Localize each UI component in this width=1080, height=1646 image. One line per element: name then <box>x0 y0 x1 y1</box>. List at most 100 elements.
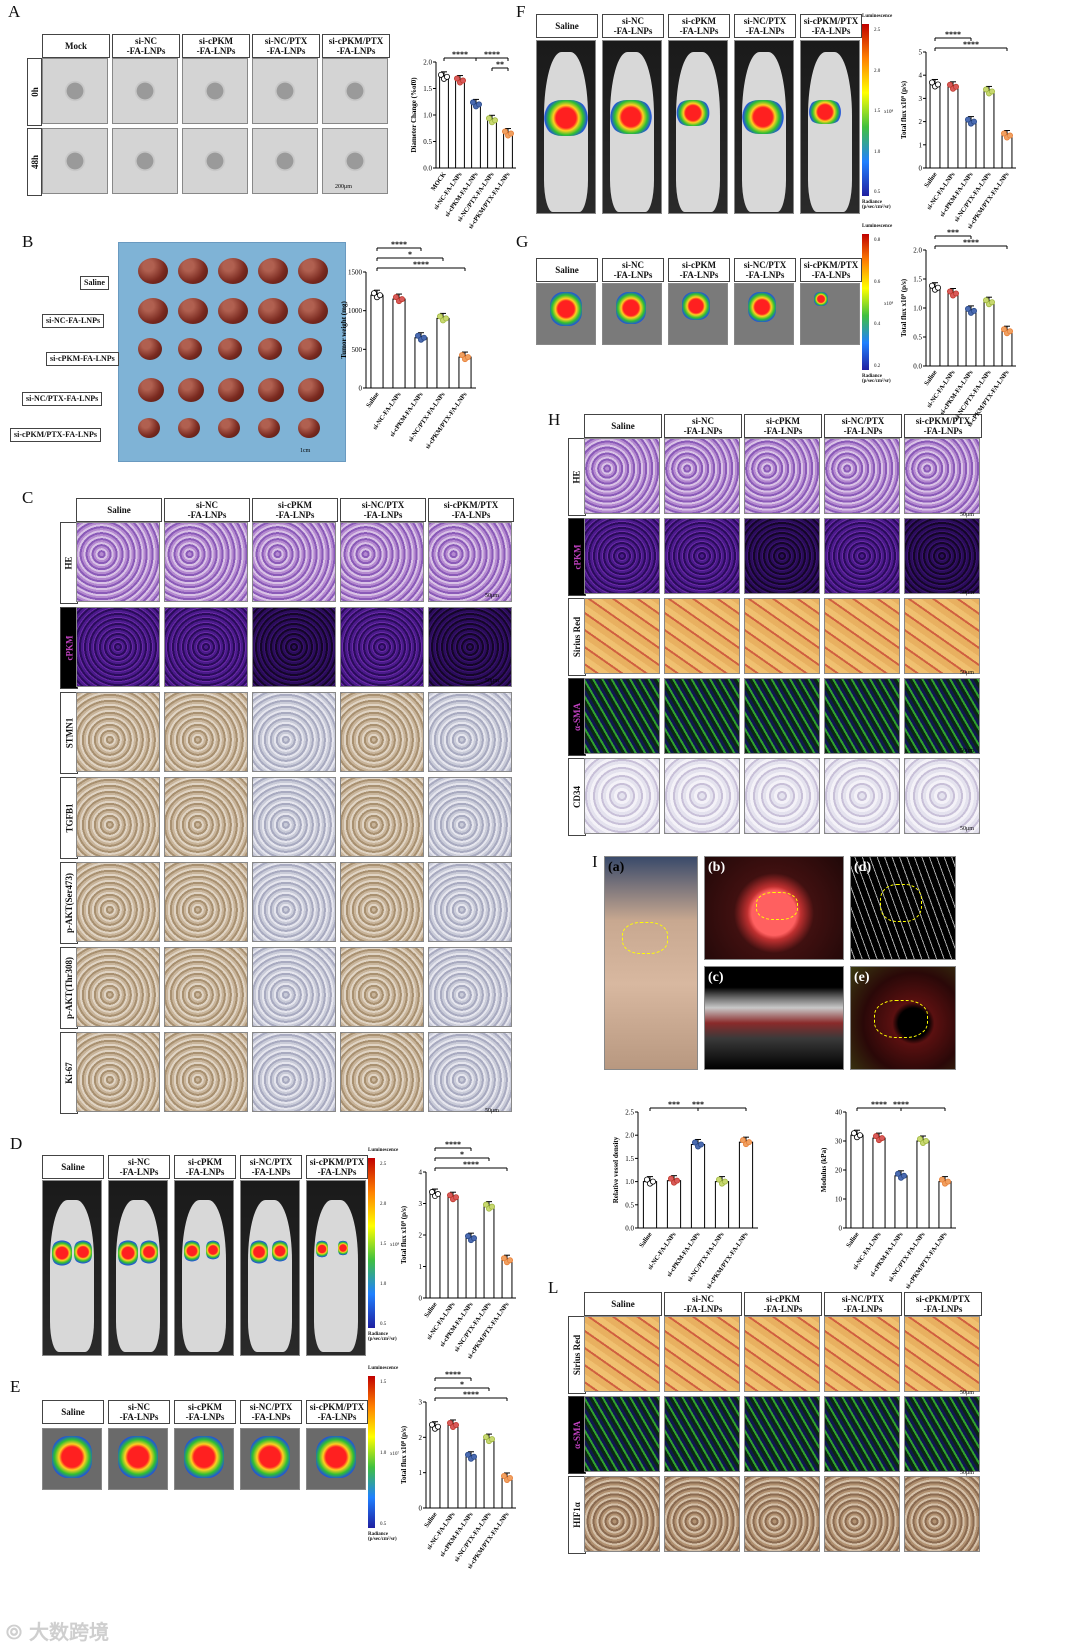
panel-e-colorbar-title: Luminescence <box>368 1366 399 1371</box>
panel-g-signal-0 <box>550 292 582 326</box>
panel-e-colorbar-gradient <box>368 1376 375 1528</box>
panel-d-signal-left-2 <box>184 1240 200 1262</box>
chart-J-sig-label-0: *** <box>692 1100 704 1109</box>
panel-c-image-r0c1 <box>164 522 248 602</box>
panel-b-tumor-r0c2 <box>218 258 248 284</box>
chart-B-ytick-label-3: 1500 <box>348 269 363 277</box>
chart-G-sig-label-0: **** <box>963 238 979 247</box>
panel-g-column-header-0: Saline <box>536 258 598 282</box>
chart-J-ytick-label-3: 1.5 <box>625 1155 634 1163</box>
panel-c-row-label-5: p-AKT(Thr308) <box>64 956 75 1020</box>
panel-f-column-header-3: si-NC/PTX -FA-LNPs <box>734 14 796 38</box>
panel-label-L: L <box>548 1278 559 1297</box>
panel-h-image-r0c1 <box>664 438 740 514</box>
panel-g-colorbar-gradient <box>862 234 869 370</box>
chart-E-sig-label-0: **** <box>463 1390 479 1399</box>
chart-A-sig-label-2: ** <box>496 60 504 69</box>
panel-h-image-r2c3 <box>824 598 900 674</box>
panel-h-image-r4c3 <box>824 758 900 834</box>
panel-b-row-label-3: si-NC/PTX-FA-LNPs <box>22 392 103 406</box>
panel-h-row-label-4: CD34 <box>572 786 582 808</box>
panel-c-image-r1c0 <box>76 607 160 687</box>
chart-B-ylabel: Tumor weight (mg) <box>340 301 348 359</box>
chart-D-ytick-label-0: 0 <box>419 1295 423 1303</box>
panel-c-image-r3c0 <box>76 777 160 857</box>
panel-b-tumor-r1c0 <box>138 298 168 324</box>
chart-G-xtick-label-0: Saline <box>923 369 939 387</box>
chart-J-bar-4 <box>738 1141 754 1229</box>
chart-D-point-3-0 <box>483 1201 490 1208</box>
panel-b-tumor-r0c3 <box>258 258 288 284</box>
panel-label-B: B <box>22 232 34 251</box>
panel-b-tumor-r3c0 <box>138 378 164 402</box>
panel-h-column-header-1: si-NC -FA-LNPs <box>664 414 742 438</box>
panel-d-signal-right-0 <box>74 1240 92 1264</box>
chart-D-point-1-2 <box>453 1194 460 1201</box>
chart-A-point-2-0 <box>470 99 477 106</box>
panel-l-row-label-1: α-SMA <box>572 1420 582 1450</box>
panel-b-scale-bar: 1cm <box>300 448 311 454</box>
chart-E-xtick-label-0: Saline <box>423 1511 439 1529</box>
chart-J-ytick-label-2: 1.0 <box>625 1178 634 1186</box>
panel-c-image-r0c3 <box>340 522 424 602</box>
panel-l-column-header-4: si-cPKM/PTX -FA-LNPs <box>904 1292 982 1316</box>
chart-F-bar-0 <box>929 83 941 169</box>
panel-c-image-r2c0 <box>76 692 160 772</box>
panel-i-sublabel-2: (d) <box>854 860 872 875</box>
chart-B-sig-label-1: * <box>408 250 412 259</box>
panel-f-colorbar-tick-0: 2.5 <box>874 28 881 33</box>
panel-i-sublabel-0: (a) <box>608 860 625 875</box>
panel-l-image-r1c4 <box>904 1396 980 1472</box>
chart-A-point-0-0 <box>437 71 444 78</box>
chart-B-bar-2 <box>414 337 428 389</box>
chart-E-point-3-0 <box>483 1434 490 1441</box>
panel-h-image-r0c4 <box>904 438 980 514</box>
chart-K-point-1-0 <box>873 1133 880 1140</box>
chart-D-bar-1 <box>447 1196 459 1299</box>
panel-b-tumor-r1c4 <box>298 298 328 324</box>
chart-J-point-1-2 <box>674 1177 681 1184</box>
panel-h-image-r0c2 <box>744 438 820 514</box>
chart-B-point-1-2 <box>399 296 406 303</box>
panel-g-colorbar-unit: Radiance (p/sec/cm²/sr) <box>862 374 891 384</box>
panel-h-column-header-2: si-cPKM -FA-LNPs <box>744 414 822 438</box>
panel-e-signal-4 <box>316 1436 356 1478</box>
panel-i-d-tumor-outline <box>880 884 922 922</box>
panel-c-column-header-2: si-cPKM -FA-LNPs <box>252 498 338 522</box>
panel-a-column-header-3: si-NC/PTX -FA-LNPs <box>252 34 320 58</box>
panel-i-sublabel-3: (c) <box>708 970 724 985</box>
chart-B-point-4-0 <box>459 352 466 359</box>
panel-f-column-header-2: si-cPKM -FA-LNPs <box>668 14 730 38</box>
panel-d-colorbar-multiplier: x10⁸ <box>390 1243 400 1248</box>
chart-G-point-2-0 <box>965 305 972 312</box>
panel-d-colorbar-title: Luminescence <box>368 1148 399 1153</box>
chart-A-ytick-label-4: 2.0 <box>423 59 432 67</box>
chart-K-xtick-label-0: Saline <box>845 1231 861 1249</box>
chart-A-ytick-label-3: 1.5 <box>423 85 432 93</box>
panel-b-row-label-0: Saline <box>80 276 109 290</box>
panel-b-tumor-r0c0 <box>138 258 168 284</box>
chart-A-bar-4 <box>503 133 513 169</box>
panel-c-image-r0c2 <box>252 522 336 602</box>
panel-f-column-header-4: si-cPKM/PTX -FA-LNPs <box>800 14 862 38</box>
panel-d-colorbar-gradient <box>368 1158 375 1328</box>
chart-J-point-3-0 <box>716 1176 723 1183</box>
chart-F-bar-3 <box>983 90 995 169</box>
panel-label-F: F <box>516 2 526 21</box>
panel-l-image-r0c3 <box>824 1316 900 1392</box>
panel-f-signal-3 <box>742 100 784 134</box>
chart-G-point-4-0 <box>1001 326 1008 333</box>
chart-E-ytick-label-1: 1 <box>419 1469 423 1477</box>
panel-a-column-header-0: Mock <box>42 34 110 58</box>
panel-d-colorbar-tick-3: 1.0 <box>380 1282 387 1287</box>
panel-d-colorbar-tick-1: 2.0 <box>380 1202 387 1207</box>
chart-D-point-2-0 <box>465 1233 472 1240</box>
panel-h-image-r1c0 <box>584 518 660 594</box>
panel-a-image-r1c4 <box>322 128 388 194</box>
chart-J-ytick-label-5: 2.5 <box>625 1109 634 1117</box>
panel-c-image-r2c1 <box>164 692 248 772</box>
panel-g-colorbar-tick-3: 0.2 <box>874 364 881 369</box>
panel-c-image-r4c2 <box>252 862 336 942</box>
panel-label-C: C <box>22 488 34 507</box>
